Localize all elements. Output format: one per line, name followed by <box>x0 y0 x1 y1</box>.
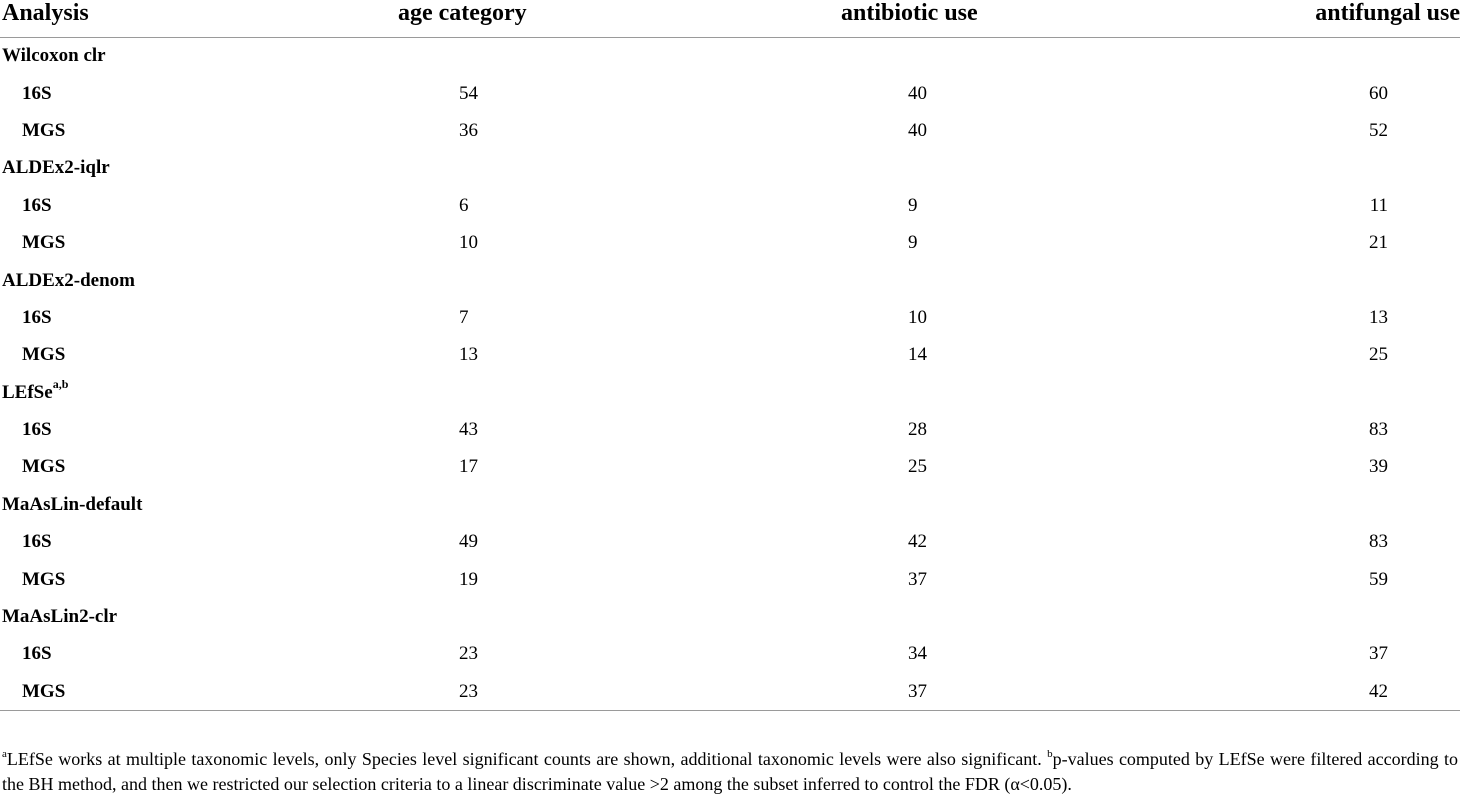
table-row: MGS 17 25 39 <box>0 449 1460 486</box>
table-cell: 6 <box>459 194 469 216</box>
table-cell: 52 <box>1369 119 1388 141</box>
group-row: MaAsLin2-clr <box>0 598 1460 635</box>
row-label: MGS <box>22 456 66 478</box>
row-label: 16S <box>22 82 52 104</box>
header-row: Analysis age category antibiotic use ant… <box>0 0 1460 38</box>
table-row: MGS 19 37 59 <box>0 561 1460 598</box>
group-label: LEfSea,b <box>0 374 1460 411</box>
group-name: MaAsLin2-clr <box>2 606 118 628</box>
row-label: 16S <box>22 306 52 328</box>
table-cell: 42 <box>908 531 927 553</box>
table-cell: 37 <box>677 673 1177 712</box>
header-antibiotic-use: antibiotic use <box>677 0 1177 38</box>
table-cell: 40 <box>908 82 927 104</box>
group-name: ALDEx2-iqlr <box>2 157 110 179</box>
table-cell: 23 <box>260 673 677 712</box>
table-cell: 60 <box>1369 82 1388 104</box>
group-name: ALDEx2-denom <box>2 269 136 291</box>
row-label: MGS <box>22 568 66 590</box>
table-body: Wilcoxon clr 16S 54 40 60 MGS 36 40 52 ALDEx2-iql… <box>0 38 1460 712</box>
header-age-category: age category <box>260 0 677 38</box>
table-row: MGS 13 14 25 <box>0 337 1460 374</box>
group-label: ALDEx2-iqlr <box>0 150 1460 187</box>
group-name: LEfSe <box>2 381 53 403</box>
table-cell: 83 <box>1369 419 1388 441</box>
table-cell: 39 <box>1369 456 1388 478</box>
group-label: MaAsLin2-clr <box>0 598 1460 635</box>
table-row: 16S 6 9 11 <box>0 187 1460 224</box>
table-row: 16S 43 28 83 <box>0 411 1460 448</box>
row-label: MGS <box>22 119 66 141</box>
row-label: 16S <box>22 643 52 665</box>
table-cell: 9 <box>908 194 918 216</box>
header-antifungal-use: antifungal use <box>1177 0 1460 38</box>
table-row: 16S 54 40 60 <box>0 75 1460 112</box>
table-cell: 59 <box>1369 568 1388 590</box>
table-cell: 9 <box>908 232 918 254</box>
group-row: ALDEx2-denom <box>0 262 1460 299</box>
table-cell: 36 <box>459 119 478 141</box>
table-cell: 43 <box>459 419 478 441</box>
footnote-a-mark: a <box>2 748 7 760</box>
table-cell: 23 <box>459 643 478 665</box>
table-row: 16S 7 10 13 <box>0 299 1460 336</box>
results-table: Analysis age category antibiotic use ant… <box>0 0 1460 712</box>
table-cell: 10 <box>908 306 927 328</box>
table-cell: 13 <box>459 344 478 366</box>
table-cell: 40 <box>908 119 927 141</box>
table-row: 16S 23 34 37 <box>0 636 1460 673</box>
group-label: Wilcoxon clr <box>0 38 1460 75</box>
footnote-b-text: p-values computed by LEfSe were filtered… <box>2 749 1459 794</box>
table-cell: 21 <box>1369 232 1388 254</box>
table-cell: 34 <box>908 643 927 665</box>
group-footnote-mark: a,b <box>52 377 69 392</box>
table-cell: 28 <box>908 419 927 441</box>
row-label: 16S <box>22 194 52 216</box>
row-label: 16S <box>22 531 52 553</box>
row-label: MGS <box>22 344 66 366</box>
table-cell: 54 <box>459 82 478 104</box>
group-name: Wilcoxon clr <box>2 45 106 67</box>
table-row: MGS 23 37 42 <box>0 673 1460 712</box>
table-cell: 11 <box>1369 194 1388 216</box>
group-name: MaAsLin-default <box>2 493 143 515</box>
group-label: MaAsLin-default <box>0 486 1460 523</box>
table-row: MGS 36 40 52 <box>0 112 1460 149</box>
table-cell: 37 <box>908 568 927 590</box>
footnote-b-mark: b <box>1047 748 1053 760</box>
table-row: 16S 49 42 83 <box>0 524 1460 561</box>
header-analysis: Analysis <box>0 0 260 38</box>
table-cell: 25 <box>1369 344 1388 366</box>
footnote-a-text: LEfSe works at multiple taxonomic levels… <box>6 749 1048 769</box>
group-row: Wilcoxon clr <box>0 38 1460 75</box>
group-row: LEfSea,b <box>0 374 1460 411</box>
table-cell: 7 <box>459 306 469 328</box>
table-cell: 10 <box>459 232 478 254</box>
table-cell: 83 <box>1369 531 1388 553</box>
row-label: MGS <box>0 673 260 712</box>
table-cell: 42 <box>1177 673 1460 712</box>
table-cell: 19 <box>459 568 478 590</box>
table-cell: 37 <box>1369 643 1388 665</box>
table-cell: 14 <box>908 344 927 366</box>
table-cell: 13 <box>1369 306 1388 328</box>
table-cell: 17 <box>459 456 478 478</box>
table-cell: 25 <box>908 456 927 478</box>
row-label: 16S <box>22 419 52 441</box>
table-row: MGS 10 9 21 <box>0 224 1460 261</box>
table-cell: 49 <box>459 531 478 553</box>
row-label: MGS <box>22 232 66 254</box>
group-row: ALDEx2-iqlr <box>0 150 1460 187</box>
group-label: ALDEx2-denom <box>0 262 1460 299</box>
group-row: MaAsLin-default <box>0 486 1460 523</box>
table-footnote: aLEfSe works at multiple taxonomic level… <box>2 747 1458 797</box>
